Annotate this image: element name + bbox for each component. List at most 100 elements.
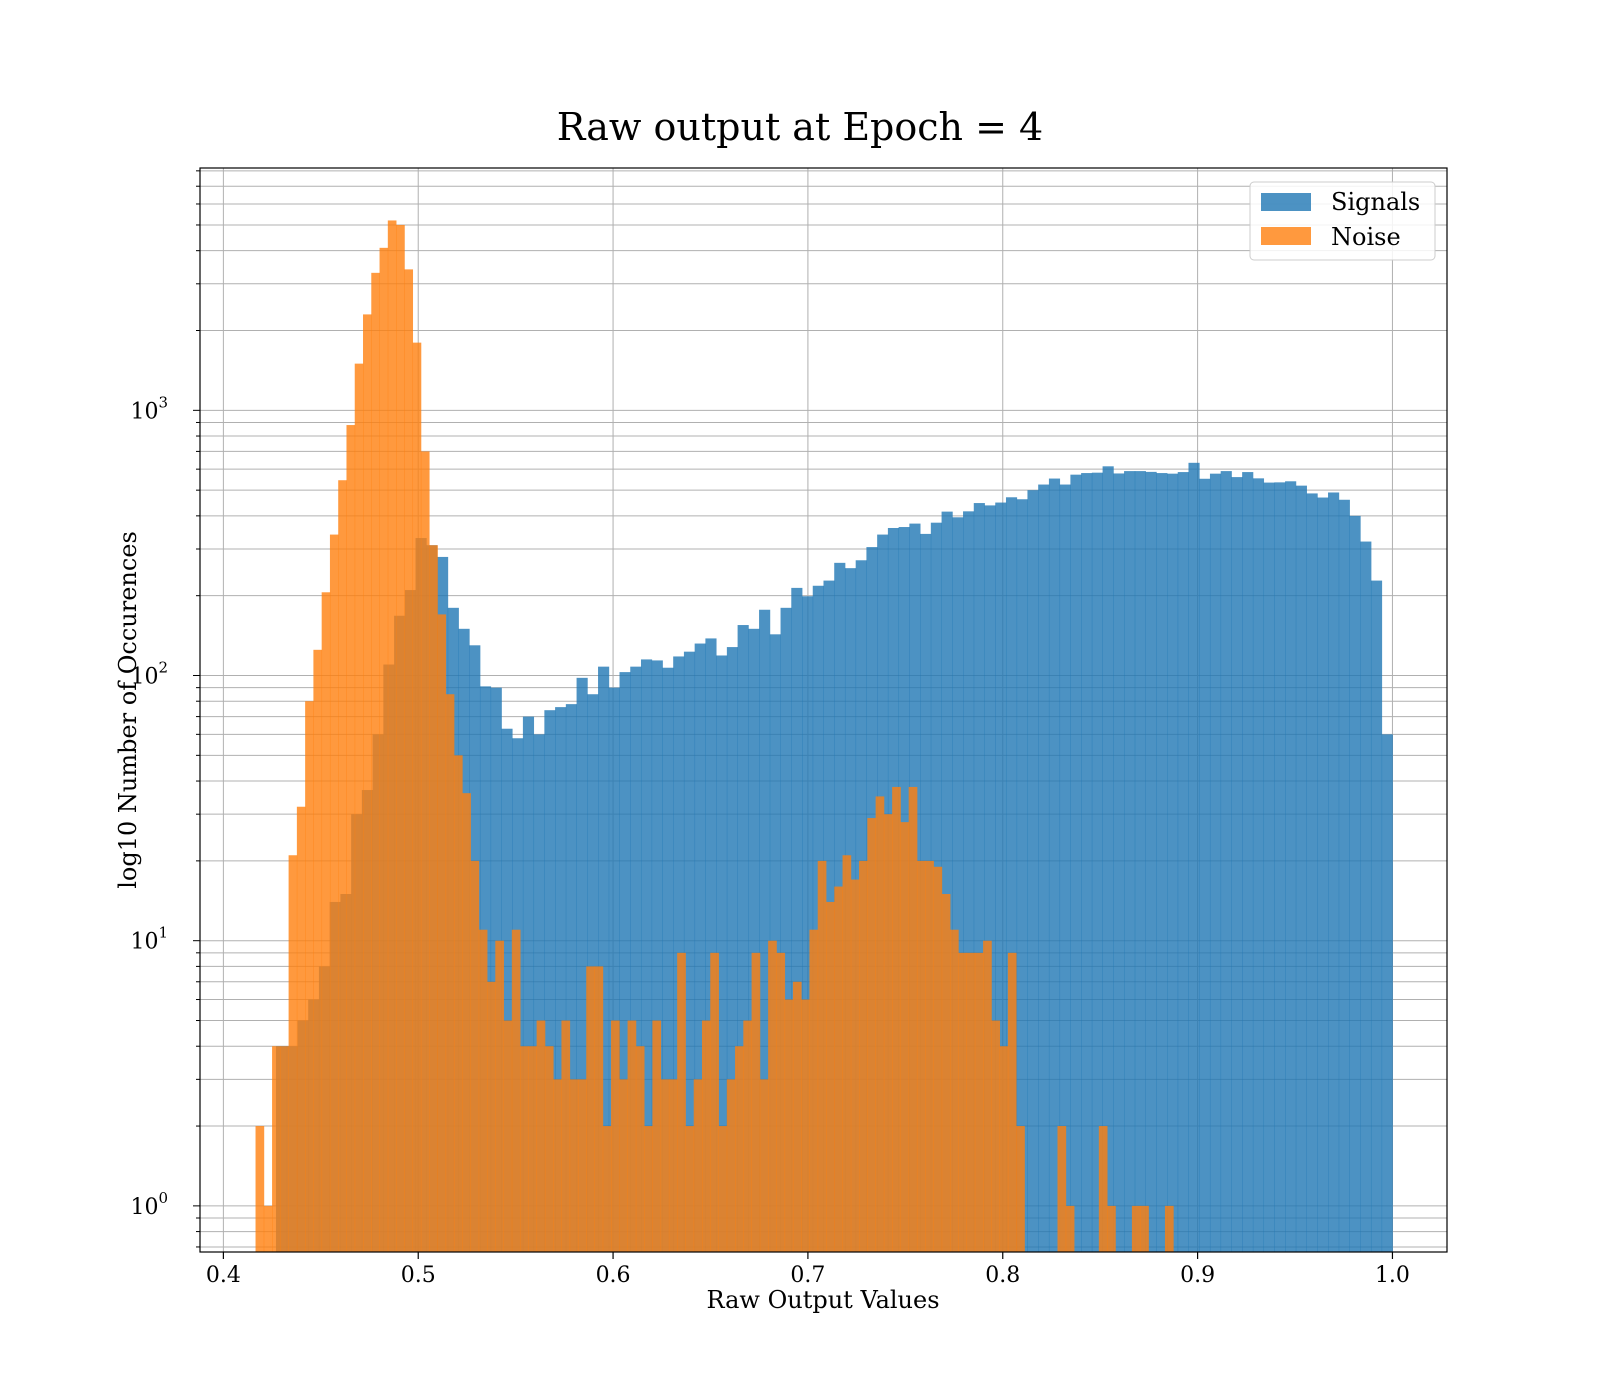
histogram-bar-signals xyxy=(544,710,556,1252)
histogram-bar-noise xyxy=(553,1079,562,1252)
histogram-bar-noise xyxy=(635,1046,645,1252)
histogram-bar-signals xyxy=(1102,466,1114,1252)
histogram-bar-noise xyxy=(619,1079,628,1252)
histogram-bar-noise xyxy=(305,701,314,1252)
y-axis-label: log10 Number of Occurences xyxy=(114,531,142,889)
histogram-bar-signals xyxy=(522,716,535,1252)
histogram-bar-noise xyxy=(487,981,496,1252)
histogram-bar-noise xyxy=(288,855,298,1252)
x-tick-label: 0.9 xyxy=(1180,1263,1215,1288)
histogram-bar-signals xyxy=(780,607,792,1252)
histogram-bar-noise xyxy=(768,940,777,1252)
histogram-bar-noise xyxy=(809,929,819,1252)
histogram-bar-signals xyxy=(1220,471,1232,1253)
histogram-bar-noise xyxy=(941,894,951,1252)
histogram-bar-noise xyxy=(470,860,480,1252)
histogram-bar-noise xyxy=(693,1079,703,1252)
histogram-bar-signals xyxy=(533,734,545,1252)
histogram-bar-signals xyxy=(1145,471,1157,1252)
histogram-bar-noise xyxy=(1057,1126,1067,1252)
histogram-bar-signals xyxy=(576,677,588,1252)
histogram-bar-noise xyxy=(776,952,786,1252)
histogram-bar-noise xyxy=(677,952,686,1252)
histogram-bar-signals xyxy=(608,687,620,1252)
histogram-bar-signals xyxy=(651,660,663,1252)
y-tick-label: 103 xyxy=(130,393,168,424)
histogram-bar-noise xyxy=(602,1126,612,1252)
histogram-bar-noise xyxy=(834,886,843,1252)
histogram-bar-noise xyxy=(313,649,323,1252)
histogram-bar-signals xyxy=(963,511,975,1253)
legend-swatch-noise xyxy=(1261,227,1311,245)
histogram-bar-noise xyxy=(346,425,356,1252)
histogram-bar-noise xyxy=(495,940,504,1252)
histogram-bar-noise xyxy=(925,860,934,1252)
histogram-bar-signals xyxy=(748,628,760,1252)
histogram-bar-signals xyxy=(1016,499,1028,1252)
histogram-bar-noise xyxy=(445,694,455,1252)
histogram-bar-noise xyxy=(892,786,901,1252)
histogram-bar-noise xyxy=(933,866,943,1252)
histogram-bar-noise xyxy=(817,860,827,1252)
histogram-bar-signals xyxy=(802,596,814,1252)
histogram-bar-signals xyxy=(1306,493,1318,1252)
histogram-bar-signals xyxy=(1134,471,1146,1253)
histogram-bar-noise xyxy=(999,1046,1009,1252)
histogram-bar-noise xyxy=(958,952,967,1252)
histogram-bar-signals xyxy=(1113,473,1125,1253)
histogram-bar-signals xyxy=(1005,497,1018,1252)
histogram-bar-noise xyxy=(437,614,447,1252)
histogram-bar-noise xyxy=(511,929,521,1252)
histogram-bar-signals xyxy=(694,643,706,1252)
histogram-bar-noise xyxy=(743,1020,752,1252)
histogram-bar-signals xyxy=(1381,734,1393,1252)
histogram-bar-noise xyxy=(859,860,868,1252)
histogram-bar-noise xyxy=(826,901,835,1252)
histogram-bar-noise xyxy=(974,952,984,1252)
histogram-bar-noise xyxy=(329,534,339,1252)
histogram-bar-noise xyxy=(660,1079,670,1252)
histogram-bar-noise xyxy=(966,952,976,1252)
histogram-bar-signals xyxy=(716,655,728,1252)
histogram-bar-signals xyxy=(630,666,642,1252)
histogram-bar-signals xyxy=(1317,497,1329,1252)
histogram-bar-signals xyxy=(619,672,631,1252)
histogram-bar-noise xyxy=(404,269,414,1252)
legend-swatch-signals xyxy=(1261,193,1311,211)
histogram-bar-signals xyxy=(640,659,653,1252)
histogram-bar-signals xyxy=(1328,492,1340,1253)
histogram-bar-signals xyxy=(1295,485,1307,1252)
histogram-bar-signals xyxy=(1059,484,1071,1252)
histogram-bar-noise xyxy=(916,860,926,1252)
histogram-bar-noise xyxy=(685,1126,695,1252)
histogram-bar-signals xyxy=(1070,474,1082,1252)
histogram-bar-noise xyxy=(544,1046,554,1252)
histogram-bar-signals xyxy=(995,502,1007,1252)
histogram-bar-noise xyxy=(321,592,331,1252)
histogram-bar-signals xyxy=(565,704,577,1252)
histogram-bar-noise xyxy=(569,1079,579,1252)
histogram-bar-noise xyxy=(586,966,595,1252)
histogram-bar-noise xyxy=(801,999,810,1252)
histogram-bar-noise xyxy=(652,1020,662,1252)
histogram-bar-noise xyxy=(875,796,885,1252)
histogram-bar-noise xyxy=(429,545,438,1252)
histogram-bar-signals xyxy=(941,511,953,1252)
plot-frame xyxy=(199,167,1448,1253)
histogram-bar-signals xyxy=(501,728,513,1252)
histogram-bar-signals xyxy=(1349,515,1361,1252)
legend-label-noise: Noise xyxy=(1331,223,1401,251)
histogram-bar-noise xyxy=(850,879,860,1252)
histogram-bar-noise xyxy=(1140,1205,1149,1252)
histogram-bar-noise xyxy=(503,1020,513,1252)
histogram-bar-noise xyxy=(371,272,380,1253)
x-axis-ticks: 0.4 0.5 0.6 0.7 0.8 0.9 1.0 xyxy=(206,1252,1410,1288)
histogram-bar-signals xyxy=(1167,473,1179,1252)
y-tick-label: 101 xyxy=(130,924,168,955)
histogram-bar-noise xyxy=(561,1020,571,1252)
histogram-bar-signals xyxy=(662,667,674,1252)
histogram-bar-noise xyxy=(759,1079,769,1252)
histogram-bar-signals xyxy=(1124,471,1136,1253)
histogram-bar-noise xyxy=(536,1020,546,1252)
histogram-bar-noise xyxy=(528,1046,538,1252)
